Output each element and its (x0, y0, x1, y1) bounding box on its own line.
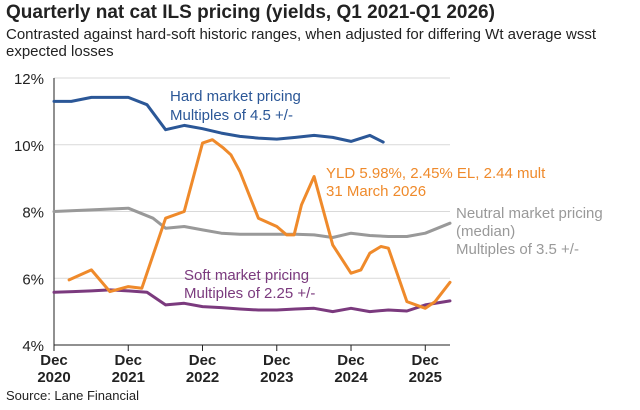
y-tick-label: 6% (22, 271, 44, 288)
x-tick-label-year: 2020 (37, 369, 70, 386)
x-tick-label-month: Dec (114, 352, 142, 369)
series-label-hard: Hard market pricing (170, 88, 301, 105)
series-label-hard: Multiples of 4.5 +/- (170, 107, 293, 124)
x-tick-label-year: 2023 (260, 369, 293, 386)
x-tick-label-month: Dec (189, 352, 217, 369)
y-axis: 4% 6% 8% 10% 12% (14, 71, 55, 355)
x-tick-label-year: 2024 (334, 369, 368, 386)
series-label-yld: YLD 5.98%, 2.45% EL, 2.44 mult (326, 165, 546, 182)
series-labels: Hard market pricing Multiples of 4.5 +/- N… (170, 88, 603, 302)
gridlines (54, 77, 450, 279)
x-tick-label-month: Dec (263, 352, 291, 369)
x-axis: Dec2020Dec2021Dec2022Dec2023Dec2024Dec20… (37, 344, 450, 386)
chart-subtitle: Contrasted against hard-soft historic ra… (6, 26, 597, 60)
x-tick-label-month: Dec (337, 352, 365, 369)
x-tick-label-month: Dec (40, 352, 68, 369)
series-line-hard (52, 95, 385, 144)
x-tick-label-year: 2022 (186, 369, 219, 386)
x-tick-label-year: 2025 (409, 369, 442, 386)
y-tick-label: 12% (14, 71, 44, 88)
chart-title: Quarterly nat cat ILS pricing (yields, Q… (6, 2, 495, 23)
series-line-yld (67, 138, 452, 310)
chart-source: Source: Lane Financial (6, 388, 139, 403)
series-label-yld: 31 March 2026 (326, 183, 426, 200)
series-label-soft: Multiples of 2.25 +/- (184, 285, 315, 302)
x-tick-label-month: Dec (412, 352, 440, 369)
series-label-neutral: Multiples of 3.5 +/- (456, 241, 579, 258)
y-tick-label: 10% (14, 138, 44, 155)
series-label-soft: Soft market pricing (184, 267, 309, 284)
series-label-neutral: (median) (456, 223, 515, 240)
y-tick-label: 4% (22, 338, 44, 355)
series-label-neutral: Neutral market pricing (456, 205, 603, 222)
series-lines (52, 95, 452, 314)
y-tick-label: 8% (22, 205, 44, 222)
series-line-neutral (52, 206, 452, 239)
x-tick-label-year: 2021 (112, 369, 145, 386)
